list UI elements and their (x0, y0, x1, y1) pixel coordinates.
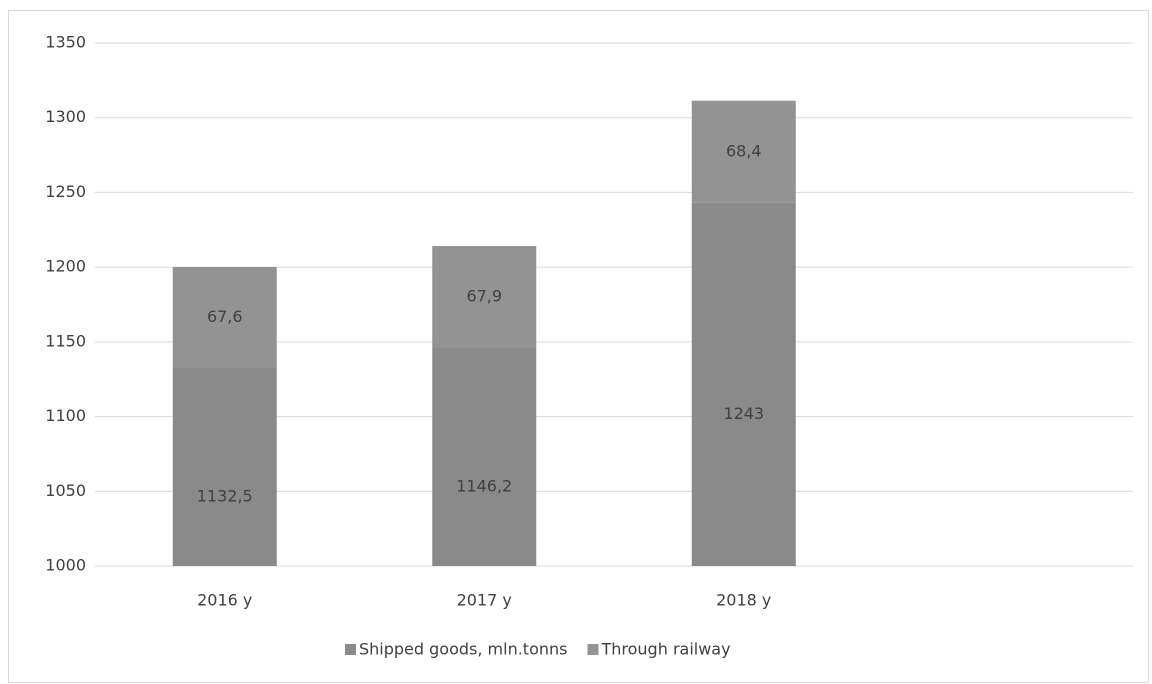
bar-segment (432, 347, 537, 566)
x-tick-label: 2017 y (457, 591, 512, 610)
y-tick-label: 1250 (45, 182, 86, 201)
data-label: 68,4 (726, 141, 762, 160)
bar-segment (172, 368, 277, 566)
y-tick-label: 1350 (45, 33, 86, 52)
y-tick-label: 1150 (45, 331, 86, 350)
bar-segment (691, 202, 796, 567)
legend-label: Through railway (600, 640, 730, 659)
bar-segment (432, 246, 537, 348)
data-label: 1146,2 (456, 476, 512, 495)
data-label: 67,6 (207, 307, 243, 326)
x-tick-label: 2016 y (197, 591, 252, 610)
data-label: 67,9 (466, 286, 502, 305)
legend-marker (345, 644, 356, 655)
legend-label: Shipped goods, mln.tonns (359, 640, 567, 659)
x-tick-label: 2018 y (716, 591, 771, 610)
legend-marker (587, 644, 599, 655)
bar-segment (691, 100, 796, 203)
y-tick-label: 1000 (45, 556, 86, 575)
y-tick-label: 1100 (45, 406, 86, 425)
y-tick-label: 1200 (45, 257, 86, 276)
data-label: 1243 (723, 404, 764, 423)
y-tick-label: 1050 (45, 481, 86, 500)
y-tick-label: 1300 (45, 107, 86, 126)
bar-segment (172, 266, 277, 369)
data-label: 1132,5 (197, 487, 253, 506)
